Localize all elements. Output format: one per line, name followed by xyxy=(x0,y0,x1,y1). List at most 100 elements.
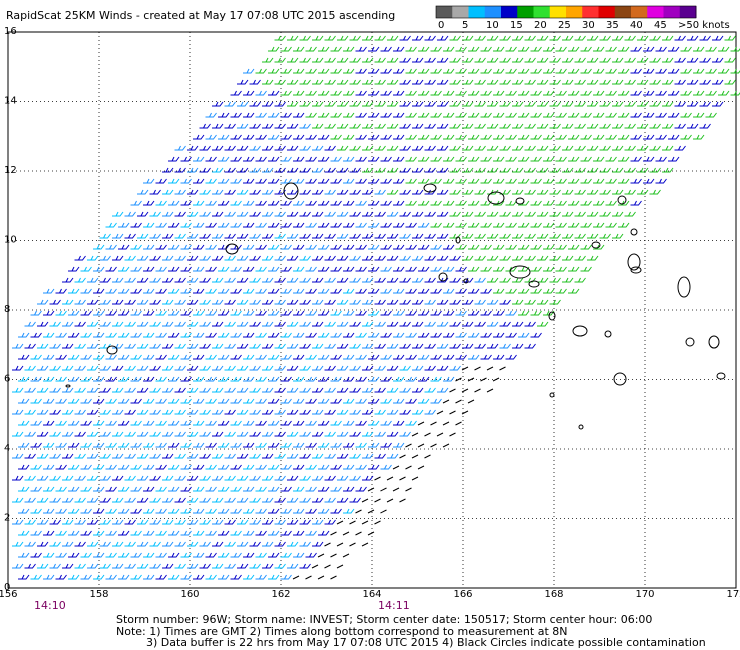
wind-barb xyxy=(462,189,474,195)
wind-barb xyxy=(399,299,411,305)
wind-barb xyxy=(568,178,580,184)
wind-barb xyxy=(293,266,305,272)
wind-barb xyxy=(392,465,400,470)
wind-barb xyxy=(299,167,311,173)
wind-barb xyxy=(193,552,205,558)
wind-barb xyxy=(487,123,499,129)
wind-barb xyxy=(474,366,481,371)
wind-barb xyxy=(268,508,280,514)
wind-barb xyxy=(37,475,49,481)
wind-barb xyxy=(18,376,30,382)
wind-barb xyxy=(330,134,342,140)
wind-barb xyxy=(305,420,317,426)
wind-barb xyxy=(193,288,205,294)
wind-barb xyxy=(680,112,692,118)
wind-barb xyxy=(318,200,330,206)
wind-barb xyxy=(187,431,199,437)
wind-barb xyxy=(292,575,300,580)
wind-barb xyxy=(12,431,24,437)
wind-barb xyxy=(305,244,317,250)
wind-barb xyxy=(405,288,417,294)
wind-barb xyxy=(424,79,436,85)
wind-barb xyxy=(630,46,642,52)
wind-barb xyxy=(162,541,174,547)
wind-barb xyxy=(174,321,186,327)
wind-barb xyxy=(243,376,255,382)
wind-barb xyxy=(337,365,349,371)
wind-barb xyxy=(524,277,536,283)
wind-barb xyxy=(399,343,411,349)
wind-barb xyxy=(255,178,267,184)
wind-barb xyxy=(437,167,449,173)
wind-barb xyxy=(468,222,480,228)
wind-barb xyxy=(55,420,67,426)
legend-swatch xyxy=(517,6,534,18)
wind-barb xyxy=(405,134,417,140)
wind-barb xyxy=(343,442,355,448)
wind-barb xyxy=(349,101,361,107)
wind-barb xyxy=(299,321,311,327)
wind-barb xyxy=(474,79,486,85)
wind-barb xyxy=(293,486,305,492)
wind-barb xyxy=(437,79,449,85)
wind-barb xyxy=(149,563,161,569)
wind-barb xyxy=(224,409,236,415)
wind-barb xyxy=(424,387,436,393)
wind-barb xyxy=(212,431,224,437)
wind-barb xyxy=(299,299,311,305)
wind-barb xyxy=(124,431,136,437)
wind-barb xyxy=(530,244,542,250)
wind-barb xyxy=(355,90,367,96)
wind-barb xyxy=(530,46,542,52)
wind-barb xyxy=(512,255,524,261)
wind-barb xyxy=(168,530,180,536)
wind-barb xyxy=(362,189,374,195)
wind-barb xyxy=(330,178,342,184)
wind-barb xyxy=(443,134,455,140)
wind-barb xyxy=(405,354,417,360)
wind-barb xyxy=(243,310,255,316)
wind-barb xyxy=(437,145,449,151)
wind-barb xyxy=(518,310,530,316)
wind-barb xyxy=(380,310,392,316)
wind-barb xyxy=(662,145,674,151)
wind-barb xyxy=(337,167,349,173)
wind-barb xyxy=(524,299,536,305)
wind-barb xyxy=(268,398,280,404)
wind-barb xyxy=(74,563,86,569)
wind-barb xyxy=(305,464,317,470)
wind-barb xyxy=(680,90,692,96)
wind-barb xyxy=(318,464,330,470)
wind-barb xyxy=(411,454,419,459)
wind-barb xyxy=(699,101,711,107)
wind-barb xyxy=(587,167,599,173)
wind-barb xyxy=(18,398,30,404)
wind-barb xyxy=(380,354,392,360)
wind-barb xyxy=(255,310,267,316)
wind-barb xyxy=(499,123,511,129)
wind-barb xyxy=(487,79,499,85)
wind-barb xyxy=(387,321,399,327)
wind-barb xyxy=(705,112,717,118)
wind-barb xyxy=(199,563,211,569)
wind-barb xyxy=(574,123,586,129)
wind-barb xyxy=(87,453,99,459)
wind-barb xyxy=(255,222,267,228)
wind-barb xyxy=(618,112,630,118)
wind-barb xyxy=(162,563,174,569)
wind-barb xyxy=(343,90,355,96)
wind-barb xyxy=(324,189,336,195)
wind-barb xyxy=(274,35,286,41)
wind-barb xyxy=(405,178,417,184)
wind-barb xyxy=(337,299,349,305)
wind-barb xyxy=(212,101,224,107)
wind-barb xyxy=(68,288,80,294)
wind-barb xyxy=(487,321,499,327)
wind-barb xyxy=(30,464,42,470)
wind-barb xyxy=(455,266,467,272)
wind-barb xyxy=(574,101,586,107)
y-axis-label: 14 xyxy=(4,96,17,107)
wind-barb xyxy=(287,409,299,415)
wind-barb xyxy=(130,420,142,426)
wind-barb xyxy=(405,310,417,316)
